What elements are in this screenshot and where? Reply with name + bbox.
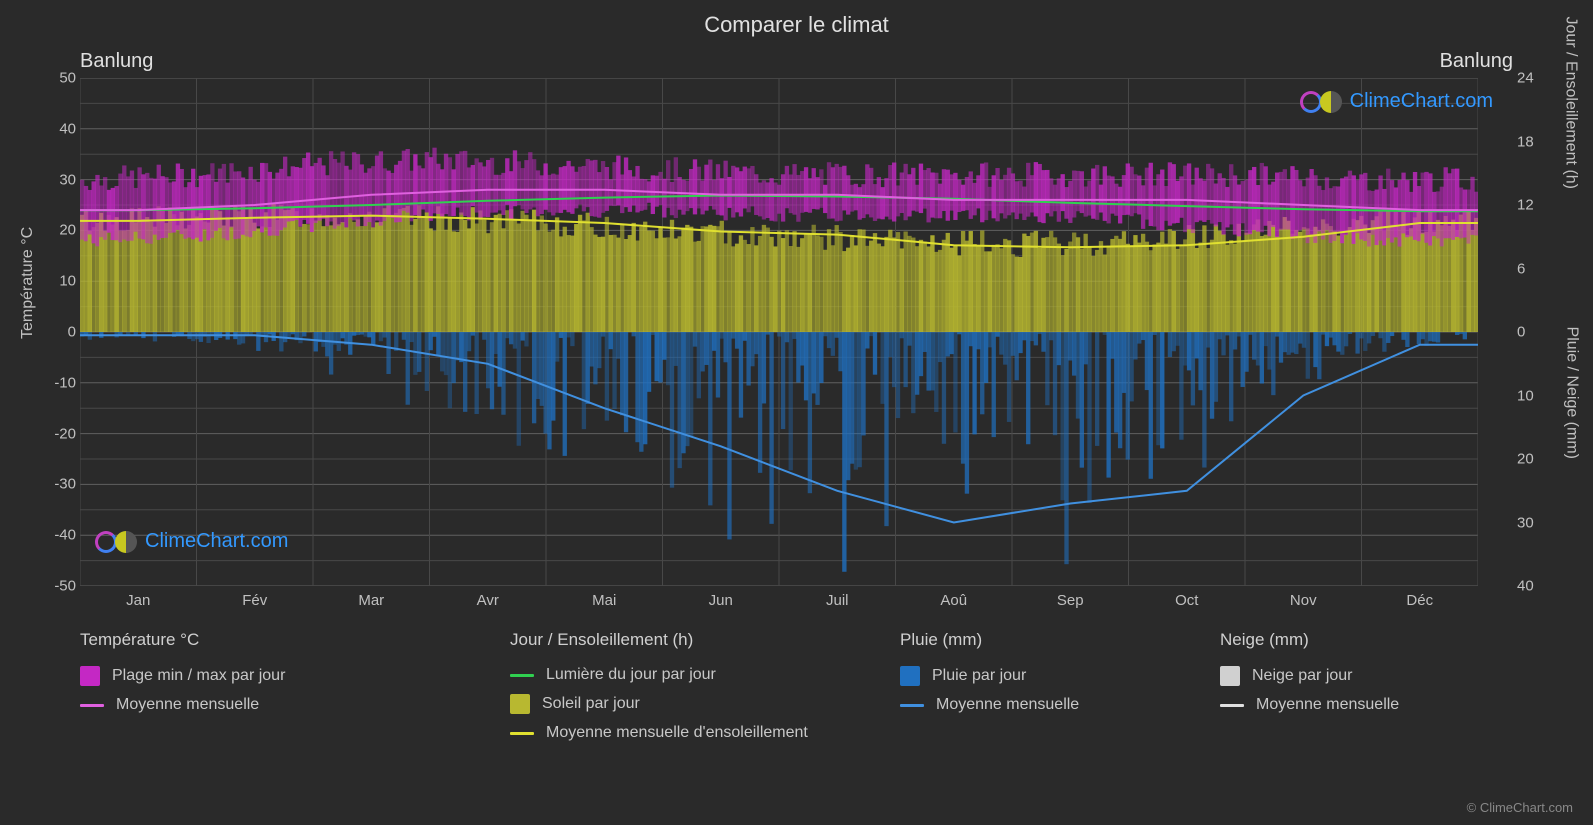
legend-label: Lumière du jour par jour [546,666,716,684]
legend-item-temp-avg: Moyenne mensuelle [80,696,490,714]
sun-avg-swatch-icon [510,732,534,735]
legend-col-rain: Pluie (mm) Pluie par jour Moyenne mensue… [900,630,1200,742]
logo-ring-icon [95,531,117,553]
watermark-text: ClimeChart.com [1350,90,1493,113]
xtick-month: Jun [709,592,733,609]
legend-label: Moyenne mensuelle [936,696,1079,714]
copyright-text: © ClimeChart.com [1467,800,1573,815]
ytick-left: 40 [48,120,76,137]
ytick-right-hours: 12 [1517,197,1545,214]
y-axis-label-precipitation: Pluie / Neige (mm) [1562,327,1580,459]
ytick-left: 50 [48,70,76,87]
ytick-left: 30 [48,171,76,188]
chart-svg [80,78,1478,586]
legend: Température °C Plage min / max par jour … [80,630,1478,742]
legend-title-temp: Température °C [80,630,490,650]
legend-col-temperature: Température °C Plage min / max par jour … [80,630,490,742]
ytick-left: -20 [48,425,76,442]
legend-label: Moyenne mensuelle d'ensoleillement [546,724,808,742]
temp-range-swatch-icon [80,666,100,686]
legend-item-snow-avg: Moyenne mensuelle [1220,696,1520,714]
legend-title-daylight: Jour / Ensoleillement (h) [510,630,880,650]
legend-col-snow: Neige (mm) Neige par jour Moyenne mensue… [1220,630,1520,742]
xtick-month: Oct [1175,592,1198,609]
ytick-right-mm: 30 [1517,514,1545,531]
legend-item-sun: Soleil par jour [510,694,880,714]
legend-label: Plage min / max par jour [112,667,285,685]
logo-ring-icon [1300,91,1322,113]
ytick-left: -40 [48,527,76,544]
daylight-swatch-icon [510,674,534,677]
xtick-month: Juil [826,592,849,609]
chart-title: Comparer le climat [0,0,1593,38]
ytick-left: 10 [48,273,76,290]
chart-plot-area [80,78,1478,586]
xtick-month: Jan [126,592,150,609]
legend-title-rain: Pluie (mm) [900,630,1200,650]
legend-col-daylight: Jour / Ensoleillement (h) Lumière du jou… [510,630,880,742]
rain-avg-swatch-icon [900,704,924,707]
legend-item-daylight: Lumière du jour par jour [510,666,880,684]
ytick-left: 20 [48,222,76,239]
legend-item-temp-range: Plage min / max par jour [80,666,490,686]
snow-swatch-icon [1220,666,1240,686]
ytick-left: -10 [48,374,76,391]
xtick-month: Avr [477,592,499,609]
legend-label: Moyenne mensuelle [1256,696,1399,714]
legend-item-snow-daily: Neige par jour [1220,666,1520,686]
ytick-right-mm: 40 [1517,578,1545,595]
xtick-month: Nov [1290,592,1317,609]
ytick-left: -50 [48,578,76,595]
location-label-left: Banlung [80,50,153,73]
xtick-month: Sep [1057,592,1084,609]
xtick-month: Déc [1406,592,1433,609]
temp-avg-swatch-icon [80,704,104,707]
ytick-right-mm: 10 [1517,387,1545,404]
legend-label: Soleil par jour [542,695,640,713]
xtick-month: Fév [242,592,267,609]
xtick-month: Aoû [940,592,967,609]
logo-ball-icon [115,531,137,553]
legend-item-rain-daily: Pluie par jour [900,666,1200,686]
ytick-right-hours: 18 [1517,133,1545,150]
ytick-right-hours: 0 [1517,324,1545,341]
y-axis-label-temperature: Température °C [19,227,37,339]
ytick-right-hours: 24 [1517,70,1545,87]
rain-swatch-icon [900,666,920,686]
watermark-bottom-left: ClimeChart.com [95,530,288,553]
legend-title-snow: Neige (mm) [1220,630,1520,650]
legend-item-sun-avg: Moyenne mensuelle d'ensoleillement [510,724,880,742]
ytick-left: -30 [48,476,76,493]
legend-label: Moyenne mensuelle [116,696,259,714]
logo-ball-icon [1320,91,1342,113]
xtick-month: Mar [358,592,384,609]
legend-item-rain-avg: Moyenne mensuelle [900,696,1200,714]
ytick-right-mm: 20 [1517,451,1545,468]
xtick-month: Mai [592,592,616,609]
snow-avg-swatch-icon [1220,704,1244,707]
ytick-left: 0 [48,324,76,341]
sun-swatch-icon [510,694,530,714]
watermark-text: ClimeChart.com [145,530,288,553]
legend-label: Pluie par jour [932,667,1026,685]
location-label-right: Banlung [1440,50,1513,73]
y-axis-label-daylight: Jour / Ensoleillement (h) [1562,16,1580,189]
ytick-right-hours: 6 [1517,260,1545,277]
legend-label: Neige par jour [1252,667,1353,685]
watermark-top-right: ClimeChart.com [1300,90,1493,113]
climate-chart-container: Comparer le climat Banlung Banlung Tempé… [0,0,1593,825]
